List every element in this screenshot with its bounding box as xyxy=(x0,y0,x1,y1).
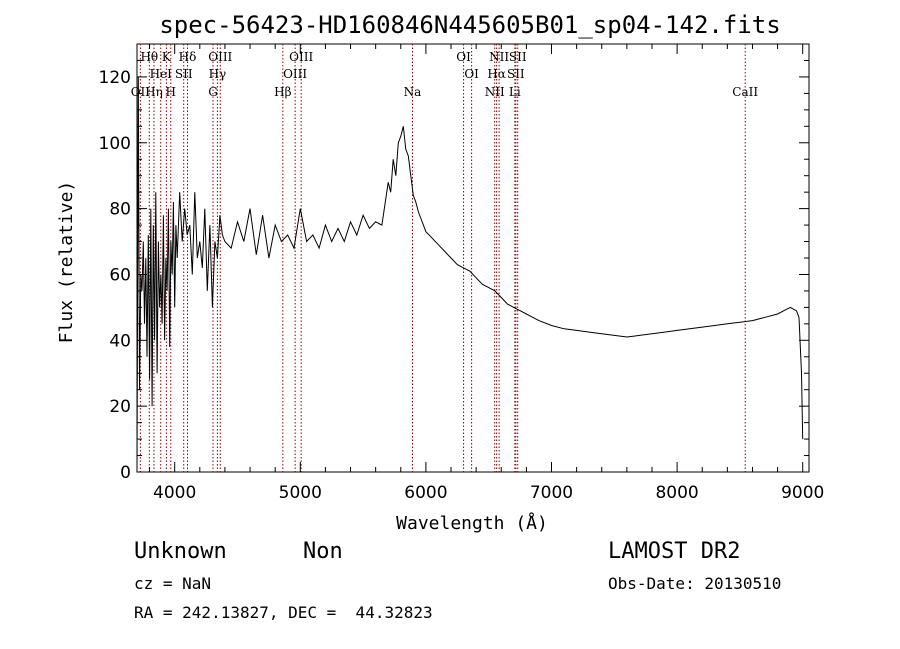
line-marker-label-3: HeI xyxy=(150,67,173,81)
line-marker-label-10: OIII xyxy=(208,50,232,64)
line-marker-label-5: H xyxy=(166,85,176,99)
line-marker-label-2: Hη xyxy=(145,85,163,99)
survey-label: LAMOST DR2 xyxy=(608,539,741,564)
obs-date-label: Obs-Date: 20130510 xyxy=(608,574,782,593)
line-marker-label-11: Hβ xyxy=(274,85,291,99)
y-tick-label-6: 120 xyxy=(99,68,131,88)
line-marker-label-4: K xyxy=(162,50,172,64)
line-marker-label-18: Hα xyxy=(487,67,506,81)
line-marker-label-16: OI xyxy=(464,67,479,81)
x-tick-label-5: 9000 xyxy=(781,483,824,503)
line-marker-label-21: SII xyxy=(507,67,525,81)
line-marker-label-9: Hγ xyxy=(209,67,227,81)
line-marker-label-1: Hθ xyxy=(140,50,158,64)
plot-frame xyxy=(136,43,810,473)
spectrum-line-0 xyxy=(136,76,804,473)
spectrum-series xyxy=(136,76,804,473)
x-tick-label-4: 8000 xyxy=(655,483,698,503)
y-tick-label-4: 80 xyxy=(109,200,131,220)
line-marker-label-22: SII xyxy=(509,50,527,64)
y-tick-label-3: 60 xyxy=(109,265,131,285)
line-marker-label-19: NII xyxy=(489,50,509,64)
coords-label: RA = 242.13827, DEC = 44.32823 xyxy=(134,603,433,622)
line-marker-label-6: SII xyxy=(175,67,193,81)
line-marker-label-7: Hδ xyxy=(179,50,197,64)
x-axis-label: Wavelength (Å) xyxy=(396,512,548,534)
y-axis-label: Flux (relative) xyxy=(56,181,77,344)
line-marker-label-8: G xyxy=(208,85,218,99)
y-tick-label-5: 100 xyxy=(99,134,131,154)
x-tick-label-2: 6000 xyxy=(404,483,447,503)
line-marker-label-17: NII xyxy=(485,85,505,99)
subclass-label: Non xyxy=(303,539,343,564)
line-marker-label-0: OII xyxy=(131,85,151,99)
line-markers: OII Hθ Hη HeI K H SII Hδ G Hγ OIII Hβ OIII OIII Na OI OI… xyxy=(131,44,758,472)
x-axis-ticks: 4000 5000 6000 7000 8000 9000 xyxy=(149,44,824,503)
y-axis-ticks: 0 20 40 60 80 100 120 xyxy=(99,59,809,483)
cz-label: cz = NaN xyxy=(134,574,212,593)
line-marker-label-20: Li xyxy=(509,85,521,99)
x-tick-label-3: 7000 xyxy=(530,483,573,503)
x-tick-label-1: 5000 xyxy=(279,483,322,503)
class-label: Unknown xyxy=(134,539,227,564)
line-marker-label-12: OIII xyxy=(283,67,307,81)
y-tick-label-0: 0 xyxy=(120,463,131,483)
line-marker-label-23: CaII xyxy=(732,85,758,99)
y-tick-label-2: 40 xyxy=(109,331,131,351)
x-tick-label-0: 4000 xyxy=(153,483,196,503)
y-tick-label-1: 20 xyxy=(109,397,131,417)
line-marker-label-15: OI xyxy=(456,50,471,64)
line-marker-label-13: OIII xyxy=(289,50,313,64)
line-marker-label-14: Na xyxy=(404,85,422,99)
chart-title: spec-56423-HD160846N445605B01_sp04-142.f… xyxy=(159,11,780,39)
